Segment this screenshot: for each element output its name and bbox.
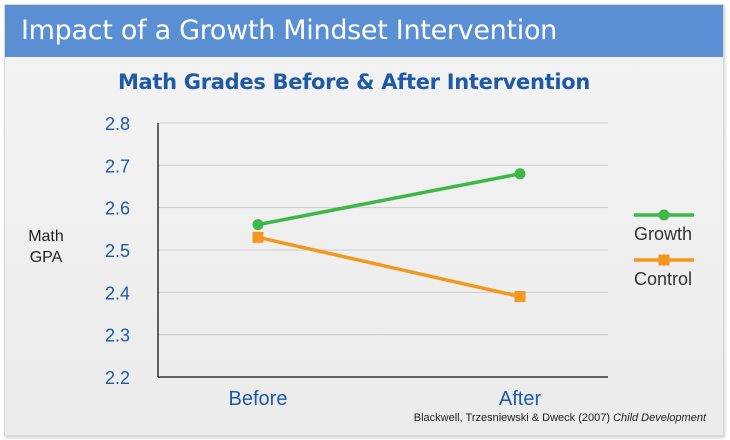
series-line-growth bbox=[257, 172, 521, 227]
legend: Growth Control bbox=[634, 209, 694, 289]
source-authors: Blackwell, Trzesniewski & Dweck (2007) bbox=[413, 412, 610, 424]
y-tick-label: 2.3 bbox=[105, 326, 130, 346]
source-journal: Child Development bbox=[613, 412, 706, 424]
legend-label-control: Control bbox=[634, 269, 692, 289]
y-tick-label: 2.4 bbox=[105, 283, 130, 303]
chart-title: Math Grades Before & After Intervention bbox=[117, 70, 591, 94]
legend-label-growth: Growth bbox=[634, 224, 692, 244]
x-tick-label: After bbox=[499, 388, 542, 410]
series-line-control bbox=[257, 235, 521, 299]
y-axis-label: Math GPA bbox=[28, 228, 64, 266]
y-tick-label: 2.8 bbox=[105, 114, 130, 134]
source-citation: Blackwell, Trzesniewski & Dweck (2007) C… bbox=[414, 412, 706, 424]
y-tick-label: 2.5 bbox=[105, 241, 130, 261]
legend-marker-control bbox=[658, 254, 670, 266]
slide-frame: Impact of a Growth Mindset Intervention bbox=[4, 4, 724, 436]
y-tick-label: 2.7 bbox=[105, 156, 130, 176]
data-point-growth bbox=[252, 219, 264, 231]
series-layer bbox=[252, 168, 526, 303]
data-point-control bbox=[252, 231, 264, 243]
data-point-control bbox=[514, 291, 526, 303]
legend-marker-growth bbox=[658, 209, 670, 221]
title-banner: Impact of a Growth Mindset Intervention bbox=[5, 5, 723, 57]
y-tick-label: 2.2 bbox=[105, 368, 130, 388]
y-tick-label: 2.6 bbox=[105, 199, 130, 219]
banner-title: Impact of a Growth Mindset Intervention bbox=[21, 15, 557, 46]
data-point-growth bbox=[514, 168, 526, 180]
axis-layer: 2.8 2.7 2.6 2.5 2.4 2.3 2.2 Before After bbox=[105, 114, 608, 410]
x-tick-label: Before bbox=[229, 388, 288, 410]
grid-layer bbox=[158, 122, 608, 336]
